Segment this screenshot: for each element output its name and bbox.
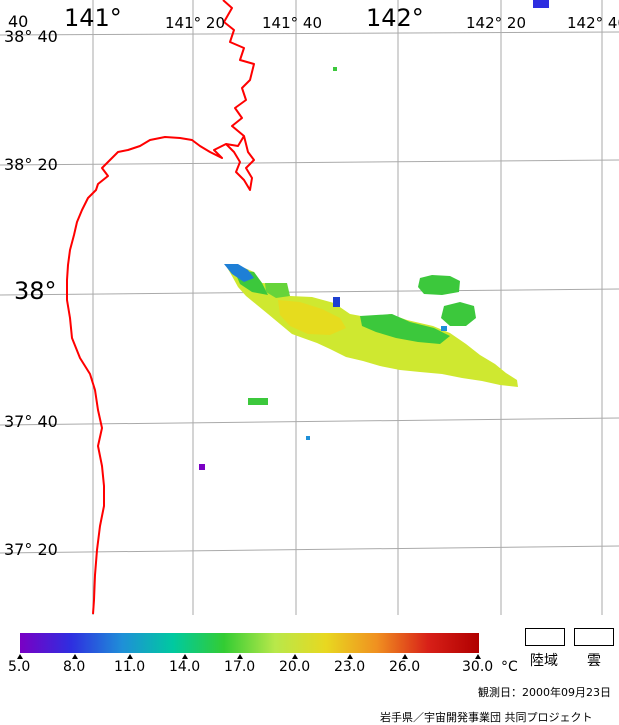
- land-legend-label: 陸域: [530, 653, 558, 669]
- graticule-grid: [0, 0, 619, 615]
- lon-label-142: 142°: [366, 4, 424, 32]
- sst-patch-south: [248, 398, 268, 405]
- lon-label-141-20: 141° 20: [165, 14, 225, 32]
- lat-label-38-20: 38° 20: [4, 155, 58, 174]
- colorbar-tick: [182, 654, 188, 659]
- lat-label-38: 38°: [14, 277, 57, 305]
- colorbar-tick-label: 14.0: [169, 659, 201, 675]
- observation-date: 観測日：2000年09月23日: [478, 686, 611, 699]
- coastline-bay-detail: [225, 135, 255, 191]
- colorbar-tick: [292, 654, 298, 659]
- colorbar-tick: [347, 654, 353, 659]
- colorbar-tick: [402, 654, 408, 659]
- sst-dot-top-purple: [533, 0, 549, 8]
- colorbar-tick: [17, 654, 23, 659]
- temperature-colorbar: [20, 633, 479, 653]
- sst-green-east: [360, 314, 450, 344]
- sst-dot-purple: [199, 464, 205, 470]
- sst-cool-west: [224, 264, 254, 282]
- project-credit: 岩手県／宇宙開発事業団 共同プロジェクト: [380, 711, 593, 724]
- sst-patch-east: [441, 302, 476, 326]
- sst-warm-core: [278, 300, 346, 335]
- corner-label: 40: [8, 12, 29, 31]
- colorbar-unit: °C: [501, 659, 518, 675]
- sst-data-layer: [199, 0, 549, 470]
- colorbar-tick-label: 8.0: [63, 659, 86, 675]
- colorbar-tick: [475, 654, 481, 659]
- lon-label-142-20: 142° 20: [466, 14, 526, 32]
- land-legend-swatch: [525, 628, 565, 646]
- colorbar-tick: [72, 654, 78, 659]
- lon-label-142-40: 142° 40: [567, 14, 619, 32]
- colorbar-tick: [237, 654, 243, 659]
- colorbar-tick: [127, 654, 133, 659]
- sst-patch-northeast: [418, 275, 460, 295]
- colorbar-tick-label: 11.0: [114, 659, 146, 675]
- colorbar-tick-label: 23.0: [334, 659, 366, 675]
- cloud-legend-swatch: [574, 628, 614, 646]
- lat-label-37-40: 37° 40: [4, 412, 58, 431]
- lat-label-37-20: 37° 20: [4, 540, 58, 559]
- colorbar-tick-label: 30.0: [462, 659, 494, 675]
- lon-label-141: 141°: [64, 4, 122, 32]
- lon-label-141-40: 141° 40: [262, 14, 322, 32]
- colorbar-tick-label: 20.0: [279, 659, 311, 675]
- cloud-legend-label: 雲: [587, 653, 601, 669]
- coastline: [66, 0, 255, 615]
- sst-dot-center: [306, 436, 310, 440]
- colorbar-tick-label: 26.0: [389, 659, 421, 675]
- sst-green-north: [265, 283, 290, 298]
- colorbar-tick-label: 5.0: [8, 659, 31, 675]
- lat-label-38-40: 38° 40: [4, 27, 58, 46]
- sst-dot-north: [333, 67, 337, 71]
- colorbar-tick-label: 17.0: [224, 659, 256, 675]
- sst-blue-dot-east: [441, 326, 447, 331]
- sst-blue-spot: [333, 297, 340, 307]
